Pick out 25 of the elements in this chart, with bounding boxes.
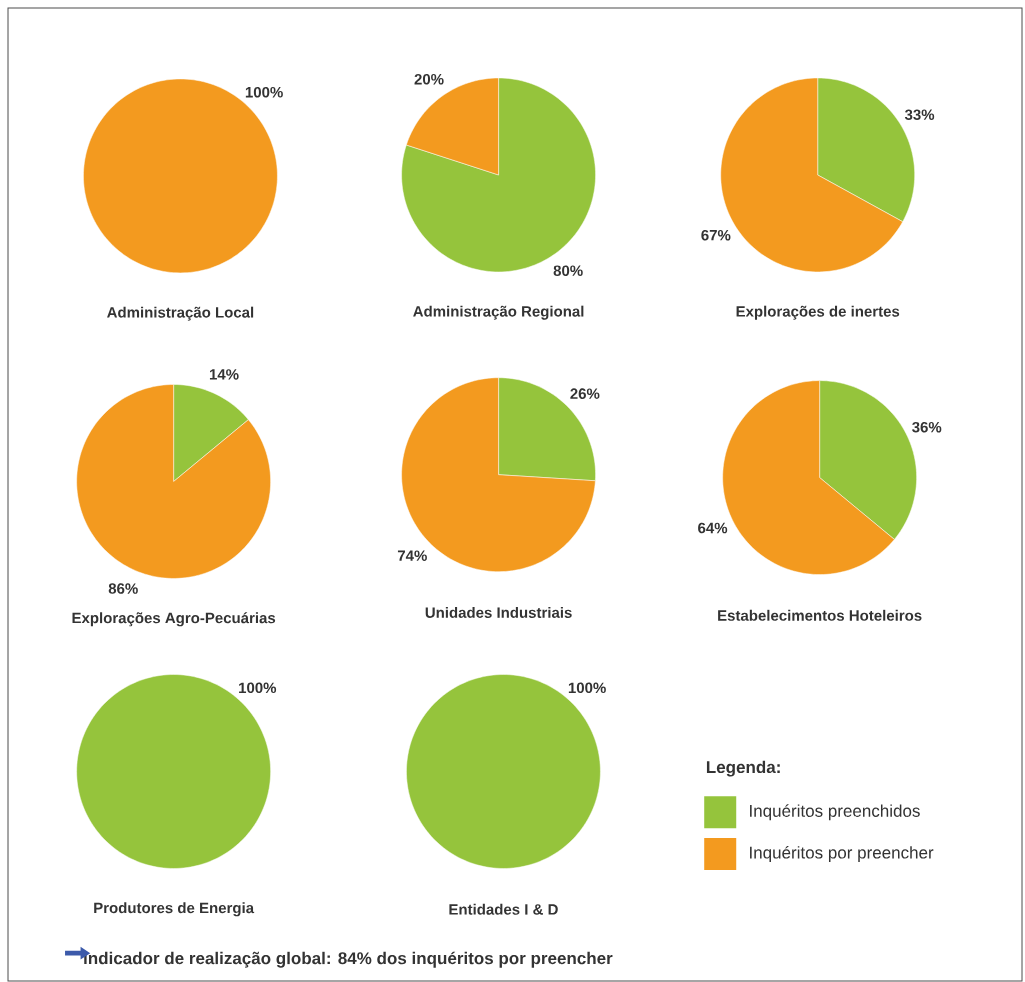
legend-label: Inquéritos por preencher [750, 845, 934, 862]
text: Estabelecimentos Hoteleiros [718, 609, 922, 621]
data-label: 67% [701, 229, 731, 241]
data-label: 80% [553, 265, 583, 276]
data-label: 86% [108, 583, 138, 594]
data-label: 36% [912, 421, 942, 433]
data-label: 26% [570, 388, 600, 399]
data-label: 74% [397, 550, 427, 561]
data-label: 33% [904, 109, 935, 121]
text: Explorações Agro-Pecuárias [72, 612, 276, 627]
data-label: 64% [698, 522, 728, 534]
text: Produtores de Energia [94, 902, 255, 917]
text: Entidades I & D [449, 903, 558, 915]
text: Administração Regional [413, 305, 584, 320]
data-label: 20% [414, 73, 444, 85]
legend-label: Inquéritos preenchidos [750, 804, 920, 821]
data-label: 100% [239, 682, 277, 694]
text: Unidades Industriais [425, 606, 572, 618]
data-label: 100% [245, 86, 283, 98]
text: Administração Local [107, 306, 254, 321]
data-label: 14% [209, 369, 239, 380]
legend-title: Legenda: [706, 760, 780, 777]
data-label: 100% [568, 682, 606, 694]
text: indicador de realização global: 84% dos inquéritos por preencher [84, 951, 613, 968]
text: Explorações de inertes [736, 305, 900, 320]
